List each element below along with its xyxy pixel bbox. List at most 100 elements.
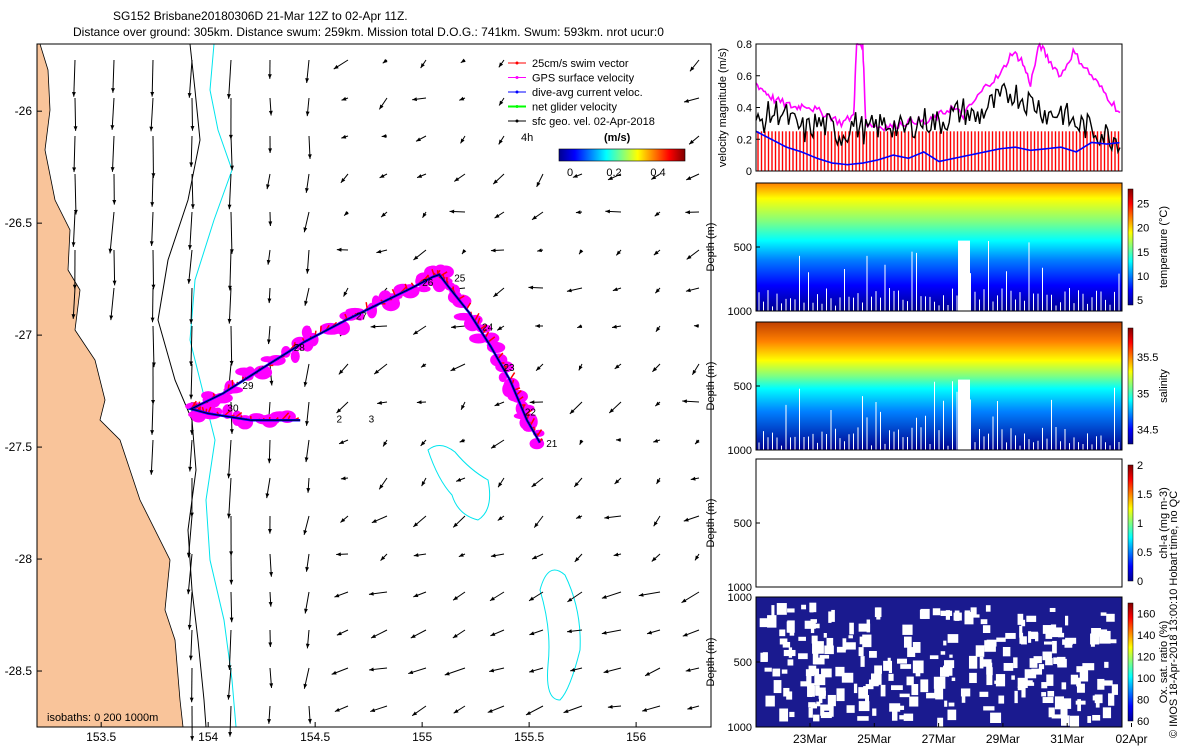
velocity-arrow bbox=[151, 173, 154, 207]
map-ytick-label: -26.5 bbox=[5, 216, 33, 230]
velocity-arrowhead bbox=[689, 139, 694, 145]
legend-interval: 4h bbox=[521, 132, 533, 144]
profile-gap bbox=[1052, 640, 1057, 654]
profile-gap bbox=[970, 607, 977, 617]
velocity-arrowhead bbox=[188, 244, 192, 250]
profile-gap bbox=[1076, 677, 1081, 687]
velocity-arrowhead bbox=[343, 291, 348, 297]
profile-gap bbox=[1102, 707, 1112, 719]
profile-gap bbox=[1079, 670, 1089, 682]
velocity-arrow bbox=[228, 287, 232, 324]
profile-gap bbox=[1090, 633, 1100, 645]
velocity-arrowhead bbox=[344, 211, 349, 216]
isobath-1000m-plateau bbox=[539, 569, 581, 701]
time-tick-label: 23Mar bbox=[793, 732, 827, 746]
profile-gap bbox=[1014, 690, 1018, 704]
profile-gap bbox=[1076, 666, 1088, 673]
velocity-arrowhead bbox=[304, 457, 309, 463]
profile-gap bbox=[801, 604, 807, 610]
imos-credit: © IMOS 18-Apr-2018 13:00:10 Hobart time,… bbox=[1168, 490, 1180, 738]
colorbar-label: chl-a (mg m-3) bbox=[1158, 487, 1170, 559]
profile-gap bbox=[887, 657, 891, 667]
velocity-arrowhead bbox=[112, 280, 117, 286]
profile-gap bbox=[903, 636, 912, 648]
day-label: 25 bbox=[454, 273, 466, 284]
time-tick-label: 31Mar bbox=[1050, 732, 1084, 746]
velocity-arrowhead bbox=[422, 212, 427, 218]
velocity-arrowhead bbox=[381, 212, 386, 218]
velocity-arrow bbox=[230, 211, 233, 254]
velocity-arrowhead bbox=[230, 165, 234, 171]
profile-gap bbox=[948, 702, 955, 707]
velocity-arrowhead bbox=[305, 643, 310, 649]
profile-gap bbox=[809, 608, 814, 613]
profile-gap bbox=[937, 717, 944, 729]
map-xtick-label: 154.5 bbox=[300, 730, 330, 744]
profile-gap bbox=[1003, 662, 1014, 671]
gps-surface-velocity bbox=[417, 285, 431, 293]
velocity-arrowhead bbox=[690, 476, 696, 481]
profile-gap bbox=[899, 693, 910, 698]
velocity-arrowhead bbox=[608, 176, 613, 180]
velocity-arrowhead bbox=[572, 173, 578, 178]
profile-gap bbox=[979, 691, 989, 697]
velocity-arrowhead bbox=[227, 665, 232, 670]
velocity-arrowhead bbox=[266, 184, 270, 190]
profile-gap bbox=[764, 667, 772, 672]
velocity-arrowhead bbox=[371, 634, 377, 639]
velocity-arrowhead bbox=[150, 91, 155, 97]
profile-gap bbox=[964, 610, 970, 619]
profile-gap bbox=[889, 703, 901, 712]
velocity-arrowhead bbox=[227, 318, 232, 324]
profile-gap bbox=[947, 709, 957, 721]
velocity-arrowhead bbox=[461, 249, 467, 255]
velocity-arrowhead bbox=[305, 111, 310, 117]
profile-gap bbox=[1061, 682, 1067, 690]
profile-gap bbox=[986, 639, 997, 647]
velocity-arrowhead bbox=[72, 167, 77, 173]
profile-gap bbox=[960, 688, 971, 697]
velocity-arrow bbox=[113, 249, 116, 286]
colorbar bbox=[1127, 602, 1134, 722]
velocity-arrowhead bbox=[686, 255, 692, 260]
velocity-arrow bbox=[152, 325, 155, 368]
velocity-arrowhead bbox=[333, 64, 339, 70]
profile-gap bbox=[940, 651, 946, 655]
colorbar-label: Ox. sat. ratio (%) bbox=[1158, 621, 1170, 704]
velocity-arrowhead bbox=[150, 317, 155, 323]
velocity-arrowhead bbox=[453, 522, 458, 528]
current-speed-line bbox=[755, 130, 1120, 166]
velocity-arrowhead bbox=[615, 438, 621, 442]
velocity-arrowhead bbox=[370, 708, 376, 712]
velocity-arrowhead bbox=[109, 315, 114, 321]
profile-gap bbox=[823, 704, 832, 711]
velocity-arrow bbox=[152, 249, 155, 290]
oxygen-panel: 1000 500 1000 Depth (m) 60 80 100 120 140 160Ox. … bbox=[705, 592, 1170, 746]
velocity-arrowhead bbox=[532, 215, 537, 220]
velocity-arrowhead bbox=[268, 221, 273, 227]
velocity-arrowhead bbox=[616, 250, 621, 256]
velocity-arrowhead bbox=[458, 553, 464, 557]
velocity-arrowhead bbox=[268, 601, 273, 607]
velocity-arrowhead bbox=[307, 718, 312, 724]
velocity-arrowhead bbox=[149, 470, 154, 475]
profile-gap bbox=[1057, 658, 1067, 668]
profile-gap bbox=[943, 640, 947, 646]
profile-gap bbox=[1049, 676, 1053, 684]
velocity-arrowhead bbox=[489, 668, 495, 673]
legend-entry: 25cm/s swim vector bbox=[532, 58, 629, 70]
velocity-arrowhead bbox=[692, 369, 697, 375]
depth-axis-label: Depth (m) bbox=[705, 499, 717, 548]
velocity-arrowhead bbox=[110, 125, 115, 130]
velocity-arrowhead bbox=[149, 126, 154, 132]
velocity-arrow bbox=[228, 477, 232, 519]
velocity-arrowhead bbox=[575, 210, 581, 215]
profile-gap bbox=[813, 714, 820, 722]
velocity-ytick-label: 0.6 bbox=[737, 71, 752, 83]
velocity-arrowhead bbox=[452, 633, 458, 638]
velocity-arrowhead bbox=[652, 367, 658, 372]
profile-gap bbox=[982, 625, 991, 634]
velocity-arrowhead bbox=[563, 709, 569, 713]
swim-vector bbox=[479, 324, 487, 331]
profile-gap bbox=[1070, 674, 1079, 685]
